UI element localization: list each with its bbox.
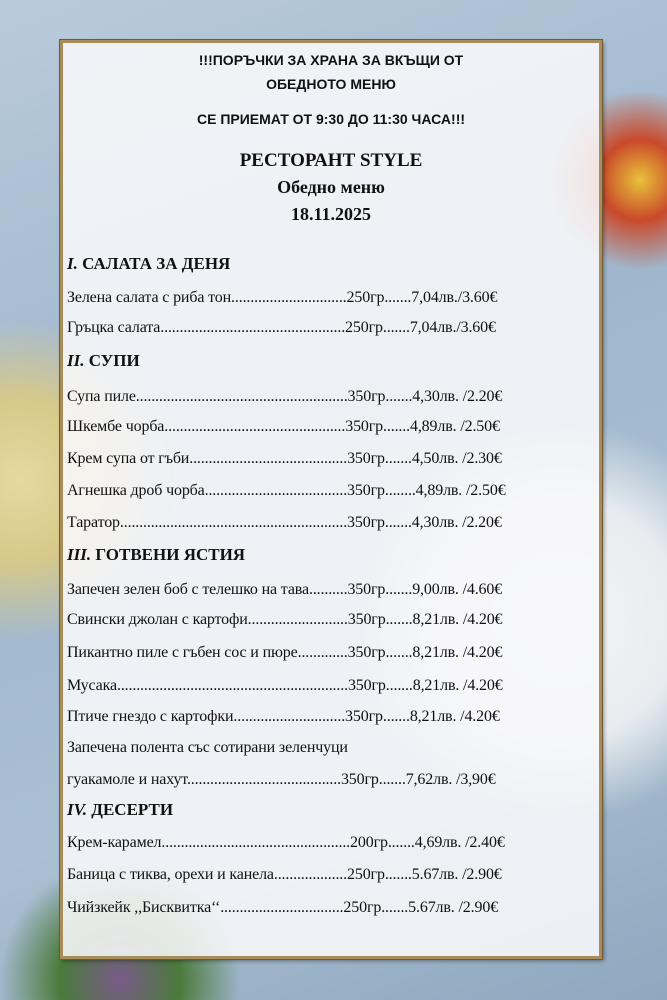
section-title: САЛАТА ЗА ДЕНЯ [82,254,231,273]
restaurant-name: РЕСТОРАНТ STYLE [239,150,423,171]
notice-line-1: !!!ПОРЪЧКИ ЗА ХРАНА ЗА ВКЪЩИ ОТ [198,52,464,68]
section-number: II. [67,351,85,370]
menu-item: Зелена салата с риба тон................… [67,289,498,306]
menu-item: Баница с тиква, орехи и канела..........… [67,866,502,883]
menu-item: Запечен зелен боб с телешко на тава.....… [67,581,503,598]
menu-item: гуакамоле и нахут.......................… [67,771,496,788]
menu-item: Гръцка салата...........................… [67,319,496,336]
menu-item: Свински джолан с картофи................… [67,611,503,628]
menu-item: Крем супа от гъби.......................… [67,450,502,467]
menu-item: Агнешка дроб чорба......................… [67,482,506,499]
menu-item: Супа пиле...............................… [67,388,503,405]
notice-line-2: ОБЕДНОТО МЕНЮ [266,76,396,92]
section-heading-main-dishes: III. ГОТВЕНИ ЯСТИЯ [67,545,245,565]
section-heading-salads: I. САЛАТА ЗА ДЕНЯ [67,254,230,274]
menu-item: Запечена полента със сотирани зеленчуци [67,739,348,756]
menu-item: Мусака..................................… [67,677,503,694]
section-title: ГОТВЕНИ ЯСТИЯ [95,545,246,564]
section-number: IV. [67,800,88,819]
section-title: ДЕСЕРТИ [91,800,174,819]
section-heading-soups: II. СУПИ [67,351,140,371]
notice-line-3: СЕ ПРИЕМАТ ОТ 9:30 ДО 11:30 ЧАСА!!! [196,111,466,127]
menu-item: Птиче гнездо с картофки.................… [67,708,500,725]
menu-item: Шкембе чорба............................… [67,418,500,435]
menu-item: Пикантно пиле с гъбен сос и пюре........… [67,644,503,661]
section-heading-desserts: IV. ДЕСЕРТИ [67,800,173,820]
section-title: СУПИ [88,351,140,370]
menu-item: Крем-карамел............................… [67,834,505,851]
section-number: I. [67,254,78,273]
section-number: III. [67,545,92,564]
menu-panel: !!!ПОРЪЧКИ ЗА ХРАНА ЗА ВКЪЩИ ОТ ОБЕДНОТО… [60,40,602,959]
menu-date: 18.11.2025 [290,204,371,224]
menu-item: Таратор.................................… [67,514,502,531]
menu-item: Чийзкейк ,,Бисквитка‘‘..................… [67,899,499,916]
menu-title: Обедно меню [277,177,385,197]
